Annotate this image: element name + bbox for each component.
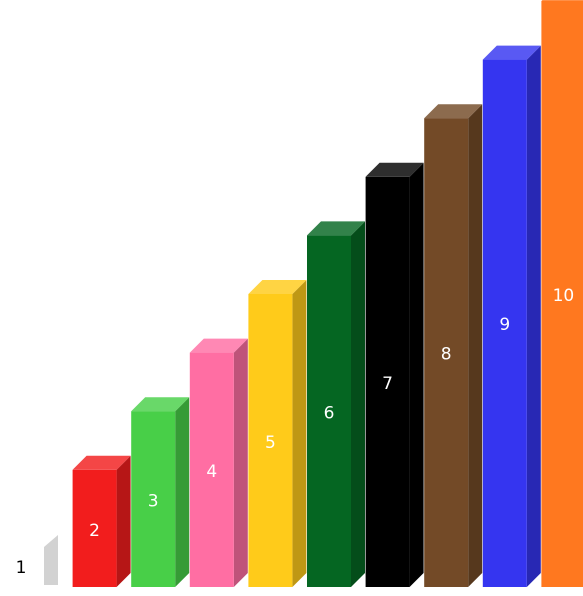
rod-9-side-face (526, 45, 541, 588)
rod-5: 5 (248, 280, 307, 587)
rod-5-label: 5 (265, 433, 276, 453)
rod-8-front-face (424, 118, 469, 587)
rod-6-front-face (307, 235, 351, 587)
rod-3-side-face (175, 397, 190, 587)
rod-10: 10 (541, 0, 583, 587)
rod-8-side-face (468, 104, 483, 587)
rod-10-top-face (541, 0, 583, 1)
rod-4-front-face (189, 352, 234, 587)
rod-8: 8 (424, 104, 483, 587)
rod-7-top-face (365, 162, 424, 177)
rod-1: 1 (16, 535, 58, 585)
rod-3: 3 (131, 397, 190, 587)
rod-6-top-face (307, 221, 365, 236)
rod-2-front-face (72, 469, 117, 587)
rod-2: 2 (72, 455, 131, 587)
rod-1-side-face (44, 535, 58, 585)
rod-7-front-face (365, 176, 410, 588)
rod-4-side-face (233, 338, 248, 587)
rod-2-label: 2 (89, 521, 100, 541)
rod-6: 6 (307, 221, 365, 587)
rod-8-top-face (424, 104, 483, 119)
rod-3-front-face (131, 411, 176, 587)
rod-9-front-face (482, 59, 527, 588)
rod-8-label: 8 (441, 345, 452, 365)
rod-6-label: 6 (324, 403, 335, 423)
rod-9-label: 9 (499, 315, 510, 335)
rod-10-label: 10 (553, 286, 575, 306)
rod-7-side-face (409, 162, 424, 588)
rod-5-top-face (248, 280, 307, 294)
rod-7-label: 7 (382, 374, 393, 394)
rod-4-top-face (189, 338, 248, 353)
rod-5-front-face (248, 294, 293, 587)
rod-9-top-face (482, 45, 541, 60)
rod-5-side-face (292, 280, 307, 587)
rod-4: 4 (189, 338, 248, 587)
rod-10-front-face (541, 1, 583, 587)
rod-2-top-face (72, 455, 131, 470)
rod-3-label: 3 (148, 492, 159, 512)
rod-2-side-face (116, 455, 131, 587)
rods-group: 1 2 3 4 5 6 7 8 9 10 (16, 0, 583, 588)
rod-4-label: 4 (206, 462, 217, 482)
rod-1-label: 1 (16, 558, 27, 578)
rod-6-side-face (351, 221, 365, 587)
rod-7: 7 (365, 162, 424, 588)
rod-9: 9 (482, 45, 541, 588)
rod-3-top-face (131, 397, 190, 412)
